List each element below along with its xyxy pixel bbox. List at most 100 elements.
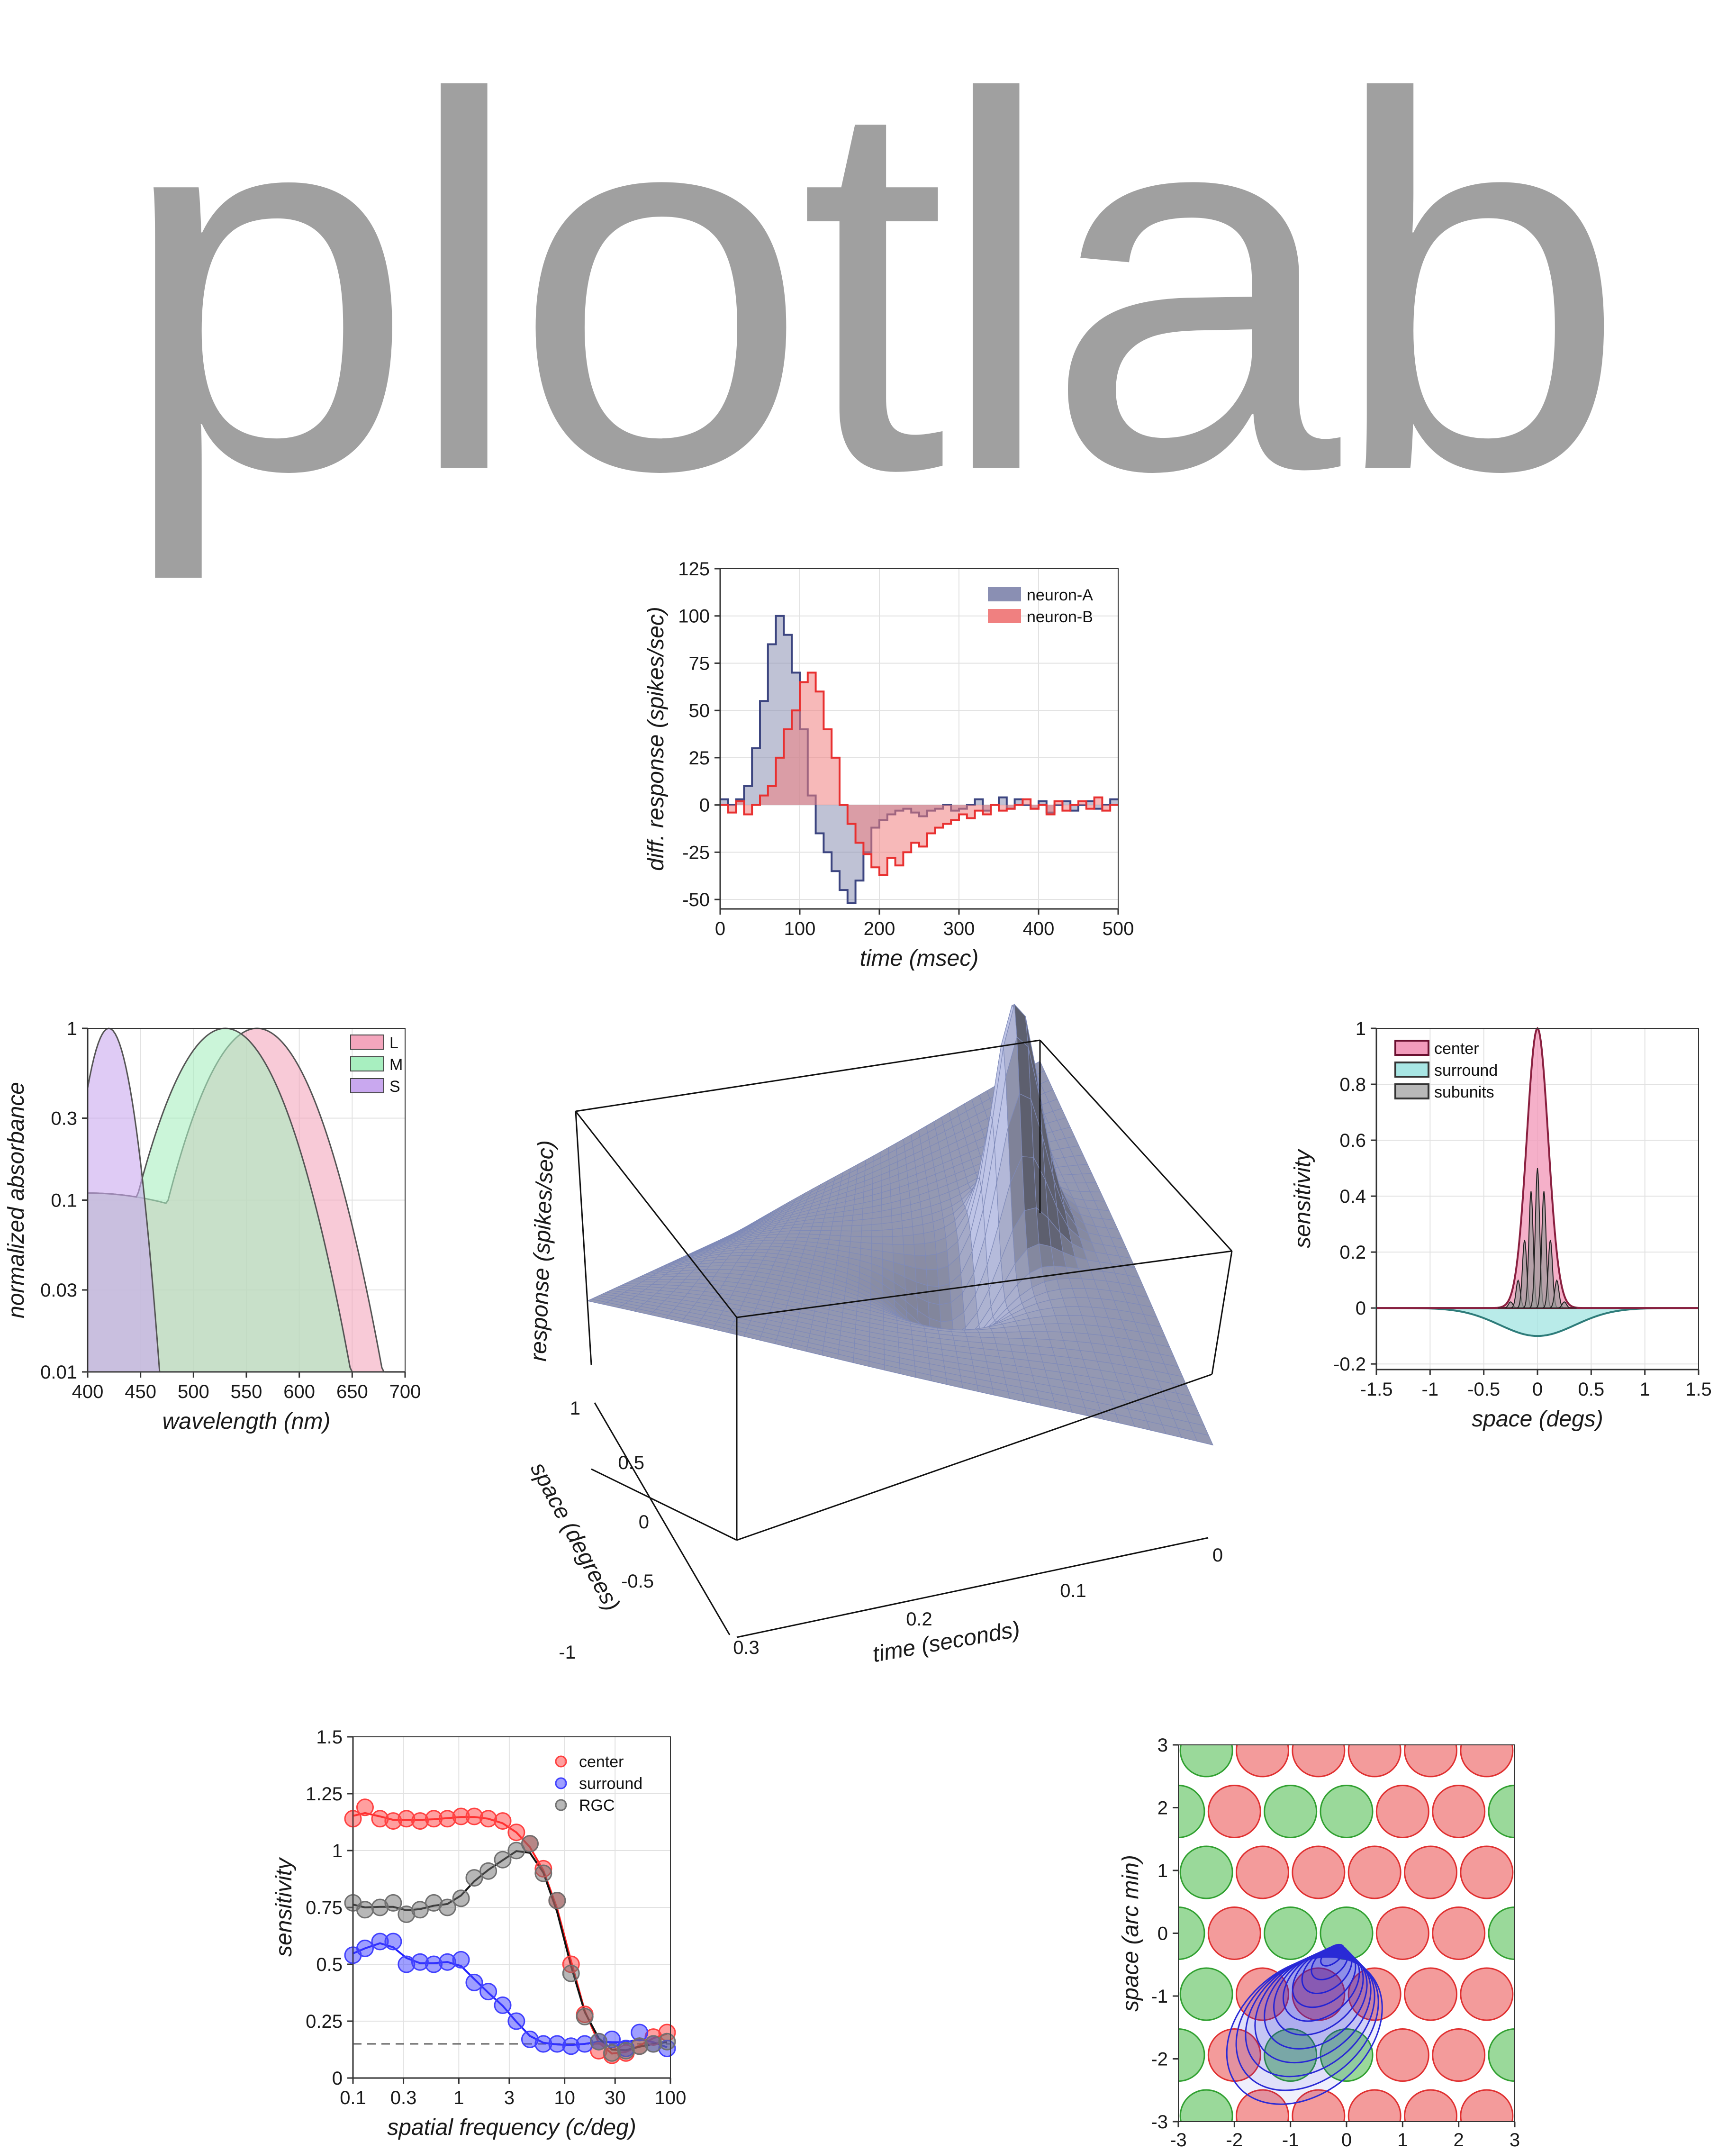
data-point — [494, 1996, 512, 2014]
cone-cell — [1178, 2028, 1205, 2082]
cone-cell — [1096, 2029, 1148, 2081]
x-tick-label: 650 — [336, 1381, 368, 1402]
x-tick-label: 0.2 — [906, 1609, 932, 1630]
surface-patch — [913, 1243, 926, 1256]
cone-cell — [1573, 2090, 1625, 2142]
time-axis-line — [736, 1537, 1209, 1638]
surface-patch — [937, 1265, 950, 1287]
y-tick-label: 0.1 — [51, 1190, 77, 1211]
surface-patch — [926, 1269, 939, 1287]
surface-patch — [1019, 1331, 1036, 1339]
surface-patch — [881, 1222, 893, 1231]
cone-cell — [1460, 2089, 1514, 2122]
y-tick-label: -1 — [1151, 1986, 1168, 2007]
cone-cell — [1545, 1785, 1597, 1837]
y-tick-label: 0.5 — [618, 1452, 644, 1473]
y-tick-label: 0 — [699, 795, 710, 816]
x-axis-label: wavelength (nm) — [163, 1409, 331, 1434]
y-tick-label: 0.01 — [40, 1362, 77, 1383]
legend-swatch — [988, 609, 1021, 623]
surface-patch — [832, 1221, 843, 1227]
legend-swatch — [555, 1799, 567, 1811]
y-tick-label: 0.03 — [40, 1280, 77, 1301]
data-point — [494, 1851, 512, 1869]
surface-patch — [977, 1328, 993, 1333]
surface-patch — [892, 1227, 904, 1237]
page-title: plotlab — [119, 0, 1626, 581]
surface-patch — [774, 1236, 787, 1241]
surface-patch — [902, 1226, 914, 1236]
x-tick-label: 0.1 — [1060, 1580, 1086, 1601]
cone-cell — [1347, 2089, 1401, 2122]
cone-cell — [1347, 1745, 1401, 1778]
x-tick-label: 2 — [1454, 2130, 1464, 2151]
cone-cell — [1432, 1784, 1486, 1838]
surface-patch — [871, 1217, 883, 1225]
x-tick-label: -1.5 — [1360, 1379, 1393, 1400]
series-area — [720, 672, 1118, 875]
surface-patch — [913, 1233, 925, 1245]
y-tick-label: 3 — [1157, 1735, 1168, 1756]
legend-swatch — [350, 1078, 384, 1093]
series-area — [720, 616, 1118, 904]
surface-patch — [927, 1285, 940, 1306]
x-tick-label: 400 — [1023, 918, 1055, 939]
y-tick-label: -3 — [1151, 2112, 1168, 2133]
surface-patch — [903, 1244, 915, 1256]
x-tick-label: 0 — [1212, 1545, 1223, 1566]
surface-patch — [822, 1221, 833, 1227]
cone-cell — [1545, 1907, 1597, 1960]
cone-cell — [1292, 2089, 1346, 2122]
y-tick-label: 25 — [689, 748, 710, 769]
x-tick-label: 450 — [125, 1381, 156, 1402]
y-tick-label: -0.5 — [621, 1571, 654, 1592]
cone-cell — [1264, 1784, 1318, 1838]
surface-patch — [841, 1220, 853, 1226]
box-edge — [736, 1373, 1212, 1541]
cone-cell — [1124, 2090, 1176, 2142]
surface-patch — [850, 1230, 862, 1237]
surface-patch — [820, 1225, 832, 1231]
surface-patch — [871, 1223, 883, 1231]
x-tick-label: 100 — [784, 918, 816, 939]
y-tick-label: 75 — [689, 653, 710, 674]
x-tick-label: 0.5 — [1578, 1379, 1605, 1400]
cone-cell — [1517, 1724, 1569, 1777]
x-axis-label: time (seconds) — [871, 1616, 1022, 1667]
mosaic-cones — [1096, 1663, 1625, 2142]
surface-patch — [861, 1230, 872, 1237]
cone-cell — [1489, 1663, 1541, 1715]
x-tick-label: 0 — [1341, 2130, 1352, 2151]
surface-patch — [759, 1243, 773, 1247]
box-edge — [1211, 1251, 1233, 1375]
y-axis-label: diff. response (spikes/sec) — [643, 607, 669, 871]
x-tick-label: 550 — [231, 1381, 262, 1402]
x-axis-label: time (msec) — [860, 946, 979, 971]
data-point — [590, 2033, 608, 2051]
cone-cell — [1573, 1968, 1625, 2020]
plot-frame — [1376, 1028, 1699, 1370]
surface-patch — [831, 1225, 842, 1231]
cone-cell — [1460, 1845, 1514, 1899]
legend-label: center — [1434, 1040, 1479, 1058]
cone-cell — [1545, 1663, 1597, 1715]
cone-cell — [1236, 1845, 1289, 1899]
data-point — [507, 2012, 525, 2030]
legend-label: S — [389, 1078, 400, 1096]
legend-swatch — [555, 1777, 567, 1789]
cone-cell — [1545, 2029, 1597, 2081]
surface-patch — [861, 1224, 872, 1232]
y-tick-label: 1.25 — [306, 1784, 343, 1805]
x-tick-label: 30 — [605, 2087, 626, 2108]
surface-patch — [776, 1234, 789, 1238]
surface-patch — [1017, 1324, 1034, 1333]
data-point — [576, 2007, 594, 2025]
cone-cell — [1265, 1663, 1317, 1715]
x-axis-label: spatial frequency (c/deg) — [387, 2115, 636, 2140]
legend-swatch — [988, 587, 1021, 601]
z-axis-label: response (spikes/sec) — [526, 1140, 559, 1361]
data-point — [507, 1824, 525, 1842]
y-axis-label: sensitivity — [1290, 1148, 1315, 1248]
cone-cell — [1404, 2089, 1457, 2122]
surface-patch — [882, 1236, 893, 1245]
